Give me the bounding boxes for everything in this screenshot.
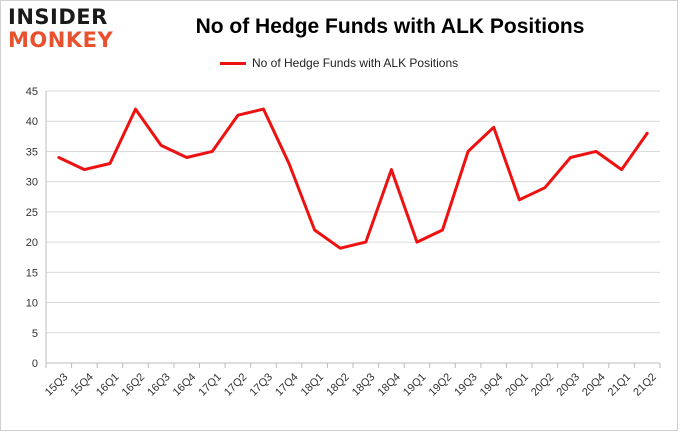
x-tick-label: 17Q4 [273, 371, 301, 399]
x-tick-label: 15Q4 [68, 371, 96, 399]
x-tick-label: 20Q2 [529, 371, 557, 399]
y-tick-label: 10 [26, 298, 38, 310]
y-tick-label: 25 [26, 207, 38, 219]
x-tick-label: 16Q1 [94, 371, 122, 399]
x-tick-label: 18Q1 [299, 371, 327, 399]
x-tick-label: 21Q1 [606, 371, 634, 399]
y-tick-label: 30 [26, 177, 38, 189]
chart-title: No of Hedge Funds with ALK Positions [195, 15, 585, 38]
y-tick-label: 15 [26, 267, 38, 279]
legend-label: No of Hedge Funds with ALK Positions [252, 56, 459, 70]
x-tick-labels: 15Q315Q416Q116Q216Q316Q417Q117Q217Q317Q4… [43, 371, 659, 399]
axes [45, 91, 661, 368]
x-tick-label: 20Q3 [555, 371, 583, 399]
x-tick-label: 20Q4 [580, 371, 608, 399]
logo-line-1: INSIDER [8, 5, 108, 29]
x-tick-label: 19Q4 [478, 371, 506, 399]
y-tick-label: 35 [26, 146, 38, 158]
y-tick-label: 40 [26, 116, 38, 128]
logo-line-2: MONKEY [8, 28, 114, 52]
y-tick-label: 0 [32, 358, 38, 370]
grid-lines [46, 90, 660, 334]
x-tick-label: 17Q1 [196, 371, 224, 399]
x-tick-label: 19Q2 [427, 371, 455, 399]
x-tick-label: 18Q4 [375, 371, 403, 399]
x-tick-label: 19Q1 [401, 371, 429, 399]
x-tick-label: 17Q3 [248, 371, 276, 399]
y-tick-label: 20 [26, 237, 38, 249]
x-tick-label: 16Q4 [171, 371, 199, 399]
legend-swatch [220, 61, 246, 65]
series-group [57, 107, 649, 250]
chart-legend: No of Hedge Funds with ALK Positions [220, 56, 458, 70]
x-tick-label: 15Q3 [43, 371, 71, 399]
y-tick-label: 45 [26, 86, 38, 98]
x-tick-label: 20Q1 [503, 371, 531, 399]
y-tick-labels: 0 5 10 15 20 25 30 35 40 45 [26, 86, 38, 370]
x-tick-label: 18Q2 [324, 371, 352, 399]
x-tick-label: 18Q3 [350, 371, 378, 399]
insider-monkey-logo: INSIDER MONKEY [8, 7, 128, 51]
x-tick-label: 19Q3 [452, 371, 480, 399]
y-tick-label: 5 [32, 328, 38, 340]
x-tick-label: 17Q2 [222, 371, 250, 399]
x-tick-label: 21Q2 [631, 371, 659, 399]
series-line [57, 107, 649, 250]
x-tick-label: 16Q2 [120, 371, 148, 399]
x-tick-label: 16Q3 [145, 371, 173, 399]
